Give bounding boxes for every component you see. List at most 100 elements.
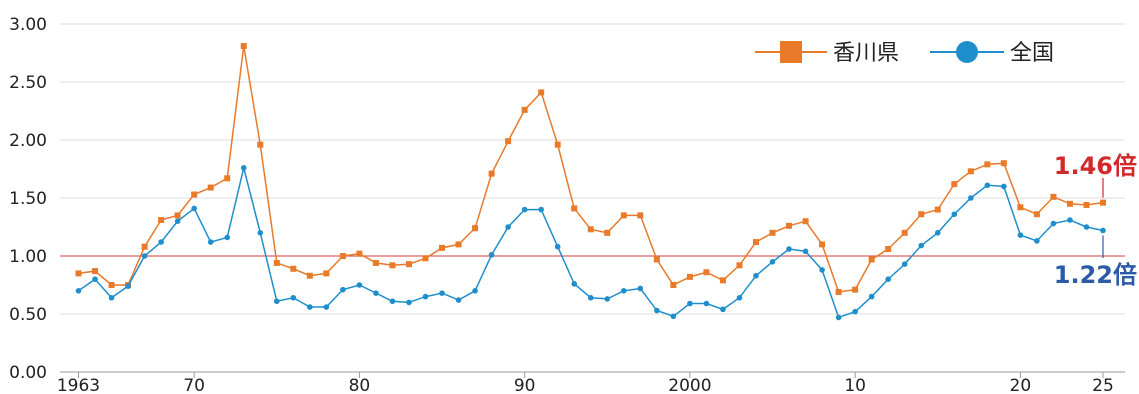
data-point <box>224 175 231 182</box>
x-tick-label: 80 <box>349 376 371 394</box>
data-point <box>488 170 495 177</box>
legend-label: 全国 <box>1010 41 1054 66</box>
data-point <box>686 273 693 280</box>
data-point <box>719 277 726 284</box>
data-point <box>885 246 892 253</box>
y-tick-label: 3.00 <box>9 15 47 35</box>
data-point <box>439 290 445 296</box>
data-point <box>852 286 859 293</box>
data-point <box>521 206 528 213</box>
data-point <box>505 224 511 230</box>
data-point <box>372 259 379 266</box>
data-point <box>505 138 512 145</box>
data-point <box>290 265 297 272</box>
data-point <box>174 212 181 219</box>
y-tick-label: 2.50 <box>9 73 47 93</box>
data-point <box>455 241 462 248</box>
data-point <box>207 239 214 245</box>
data-point <box>125 283 131 289</box>
data-point <box>752 239 759 246</box>
data-point <box>1033 211 1040 218</box>
data-point <box>1017 232 1024 238</box>
data-point <box>620 288 627 294</box>
data-point <box>670 313 677 320</box>
data-point <box>1034 238 1040 244</box>
data-point <box>968 195 974 201</box>
data-point <box>571 205 578 212</box>
data-point <box>389 262 396 269</box>
data-point <box>191 191 198 198</box>
grid-lines <box>60 23 1125 373</box>
data-point <box>306 272 313 279</box>
x-tick-label: 1963 <box>57 376 100 394</box>
data-point <box>340 286 346 293</box>
data-point <box>75 288 82 294</box>
data-point <box>273 298 280 305</box>
data-point <box>207 184 214 191</box>
data-point <box>1067 217 1073 223</box>
x-tick-label: 10 <box>844 376 866 394</box>
legend-marker-circle-icon <box>956 41 978 63</box>
data-point <box>356 250 363 257</box>
data-point <box>521 106 528 113</box>
data-point <box>191 205 197 212</box>
legend-marker-square-icon <box>780 41 802 63</box>
data-point <box>1083 201 1090 208</box>
data-point <box>852 308 858 315</box>
data-point <box>604 229 611 236</box>
data-point <box>158 239 164 245</box>
y-tick-label: 2.00 <box>9 131 47 151</box>
data-point <box>92 276 98 283</box>
data-point <box>736 294 743 301</box>
data-point <box>918 242 925 249</box>
data-point <box>901 229 908 236</box>
data-point <box>587 226 594 233</box>
data-point <box>174 218 181 224</box>
data-point <box>604 296 611 302</box>
data-point <box>620 212 627 219</box>
data-point <box>753 272 759 279</box>
series-line <box>78 45 1104 293</box>
data-point <box>75 270 82 277</box>
data-point <box>472 288 478 294</box>
data-point <box>108 282 115 288</box>
data-point <box>422 255 429 262</box>
data-point <box>984 182 991 189</box>
data-point <box>273 259 280 266</box>
data-point <box>1001 183 1007 190</box>
data-point <box>653 256 660 263</box>
data-point <box>1066 200 1073 207</box>
x-tick-label: 90 <box>514 376 536 394</box>
data-point <box>240 165 247 171</box>
data-point <box>158 217 165 224</box>
data-point <box>934 230 941 236</box>
data-point <box>224 234 231 241</box>
data-point <box>472 225 479 232</box>
data-point <box>108 294 115 301</box>
data-point <box>1083 224 1090 230</box>
data-point <box>835 314 842 321</box>
x-tick-label: 25 <box>1092 376 1114 394</box>
data-point <box>240 43 247 50</box>
data-point <box>587 294 594 301</box>
data-point <box>405 261 412 268</box>
data-point <box>637 285 644 292</box>
series-group <box>75 43 1106 321</box>
data-point <box>703 269 710 276</box>
data-point <box>967 168 974 175</box>
data-point <box>92 268 99 275</box>
data-point <box>786 222 793 229</box>
data-point <box>290 294 297 301</box>
data-point <box>554 243 561 250</box>
data-point <box>339 253 346 259</box>
data-point <box>373 290 379 296</box>
data-point <box>1050 193 1057 200</box>
data-point <box>951 211 958 218</box>
data-point <box>1100 199 1106 206</box>
data-point <box>141 253 148 259</box>
data-point <box>934 206 941 213</box>
data-point <box>323 270 330 277</box>
data-point <box>455 297 462 303</box>
y-tick-label: 0.00 <box>9 363 47 383</box>
